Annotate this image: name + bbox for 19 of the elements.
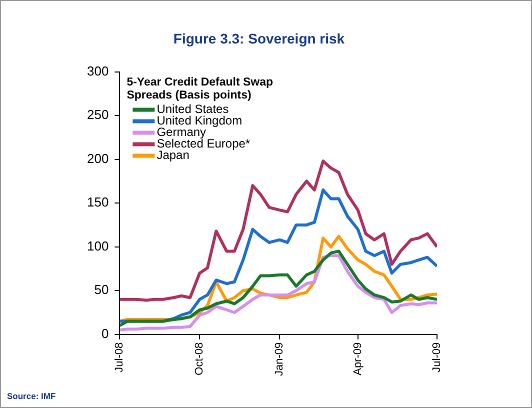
y-tick-label: 200 — [86, 150, 109, 166]
y-tick-label: 300 — [86, 63, 109, 78]
legend-label: Germany — [156, 125, 206, 140]
y-tick-label: 150 — [86, 194, 109, 210]
legend-label: United Kingdom — [156, 114, 242, 128]
x-tick-label: Jul-08 — [114, 342, 126, 372]
x-tick-label: Oct-08 — [194, 342, 206, 376]
y-tick-label: 100 — [86, 238, 109, 254]
chart-title: Figure 3.3: Sovereign risk — [173, 30, 345, 46]
x-tick-label: Jan-09 — [274, 342, 286, 376]
y-tick-label: 50 — [94, 282, 109, 298]
legend-label: Japan — [156, 148, 190, 162]
y-tick-label: 0 — [101, 326, 109, 341]
x-tick-label: Jul-09 — [431, 342, 444, 372]
source-note: Source: IMF — [7, 391, 56, 401]
y-tick-label: 250 — [86, 107, 109, 122]
legend-label: United States — [156, 102, 229, 116]
legend-title: 5-Year Credit Default Swap Spreads (Basis points) — [126, 76, 274, 102]
x-tick-label: Apr-09 — [352, 342, 364, 376]
